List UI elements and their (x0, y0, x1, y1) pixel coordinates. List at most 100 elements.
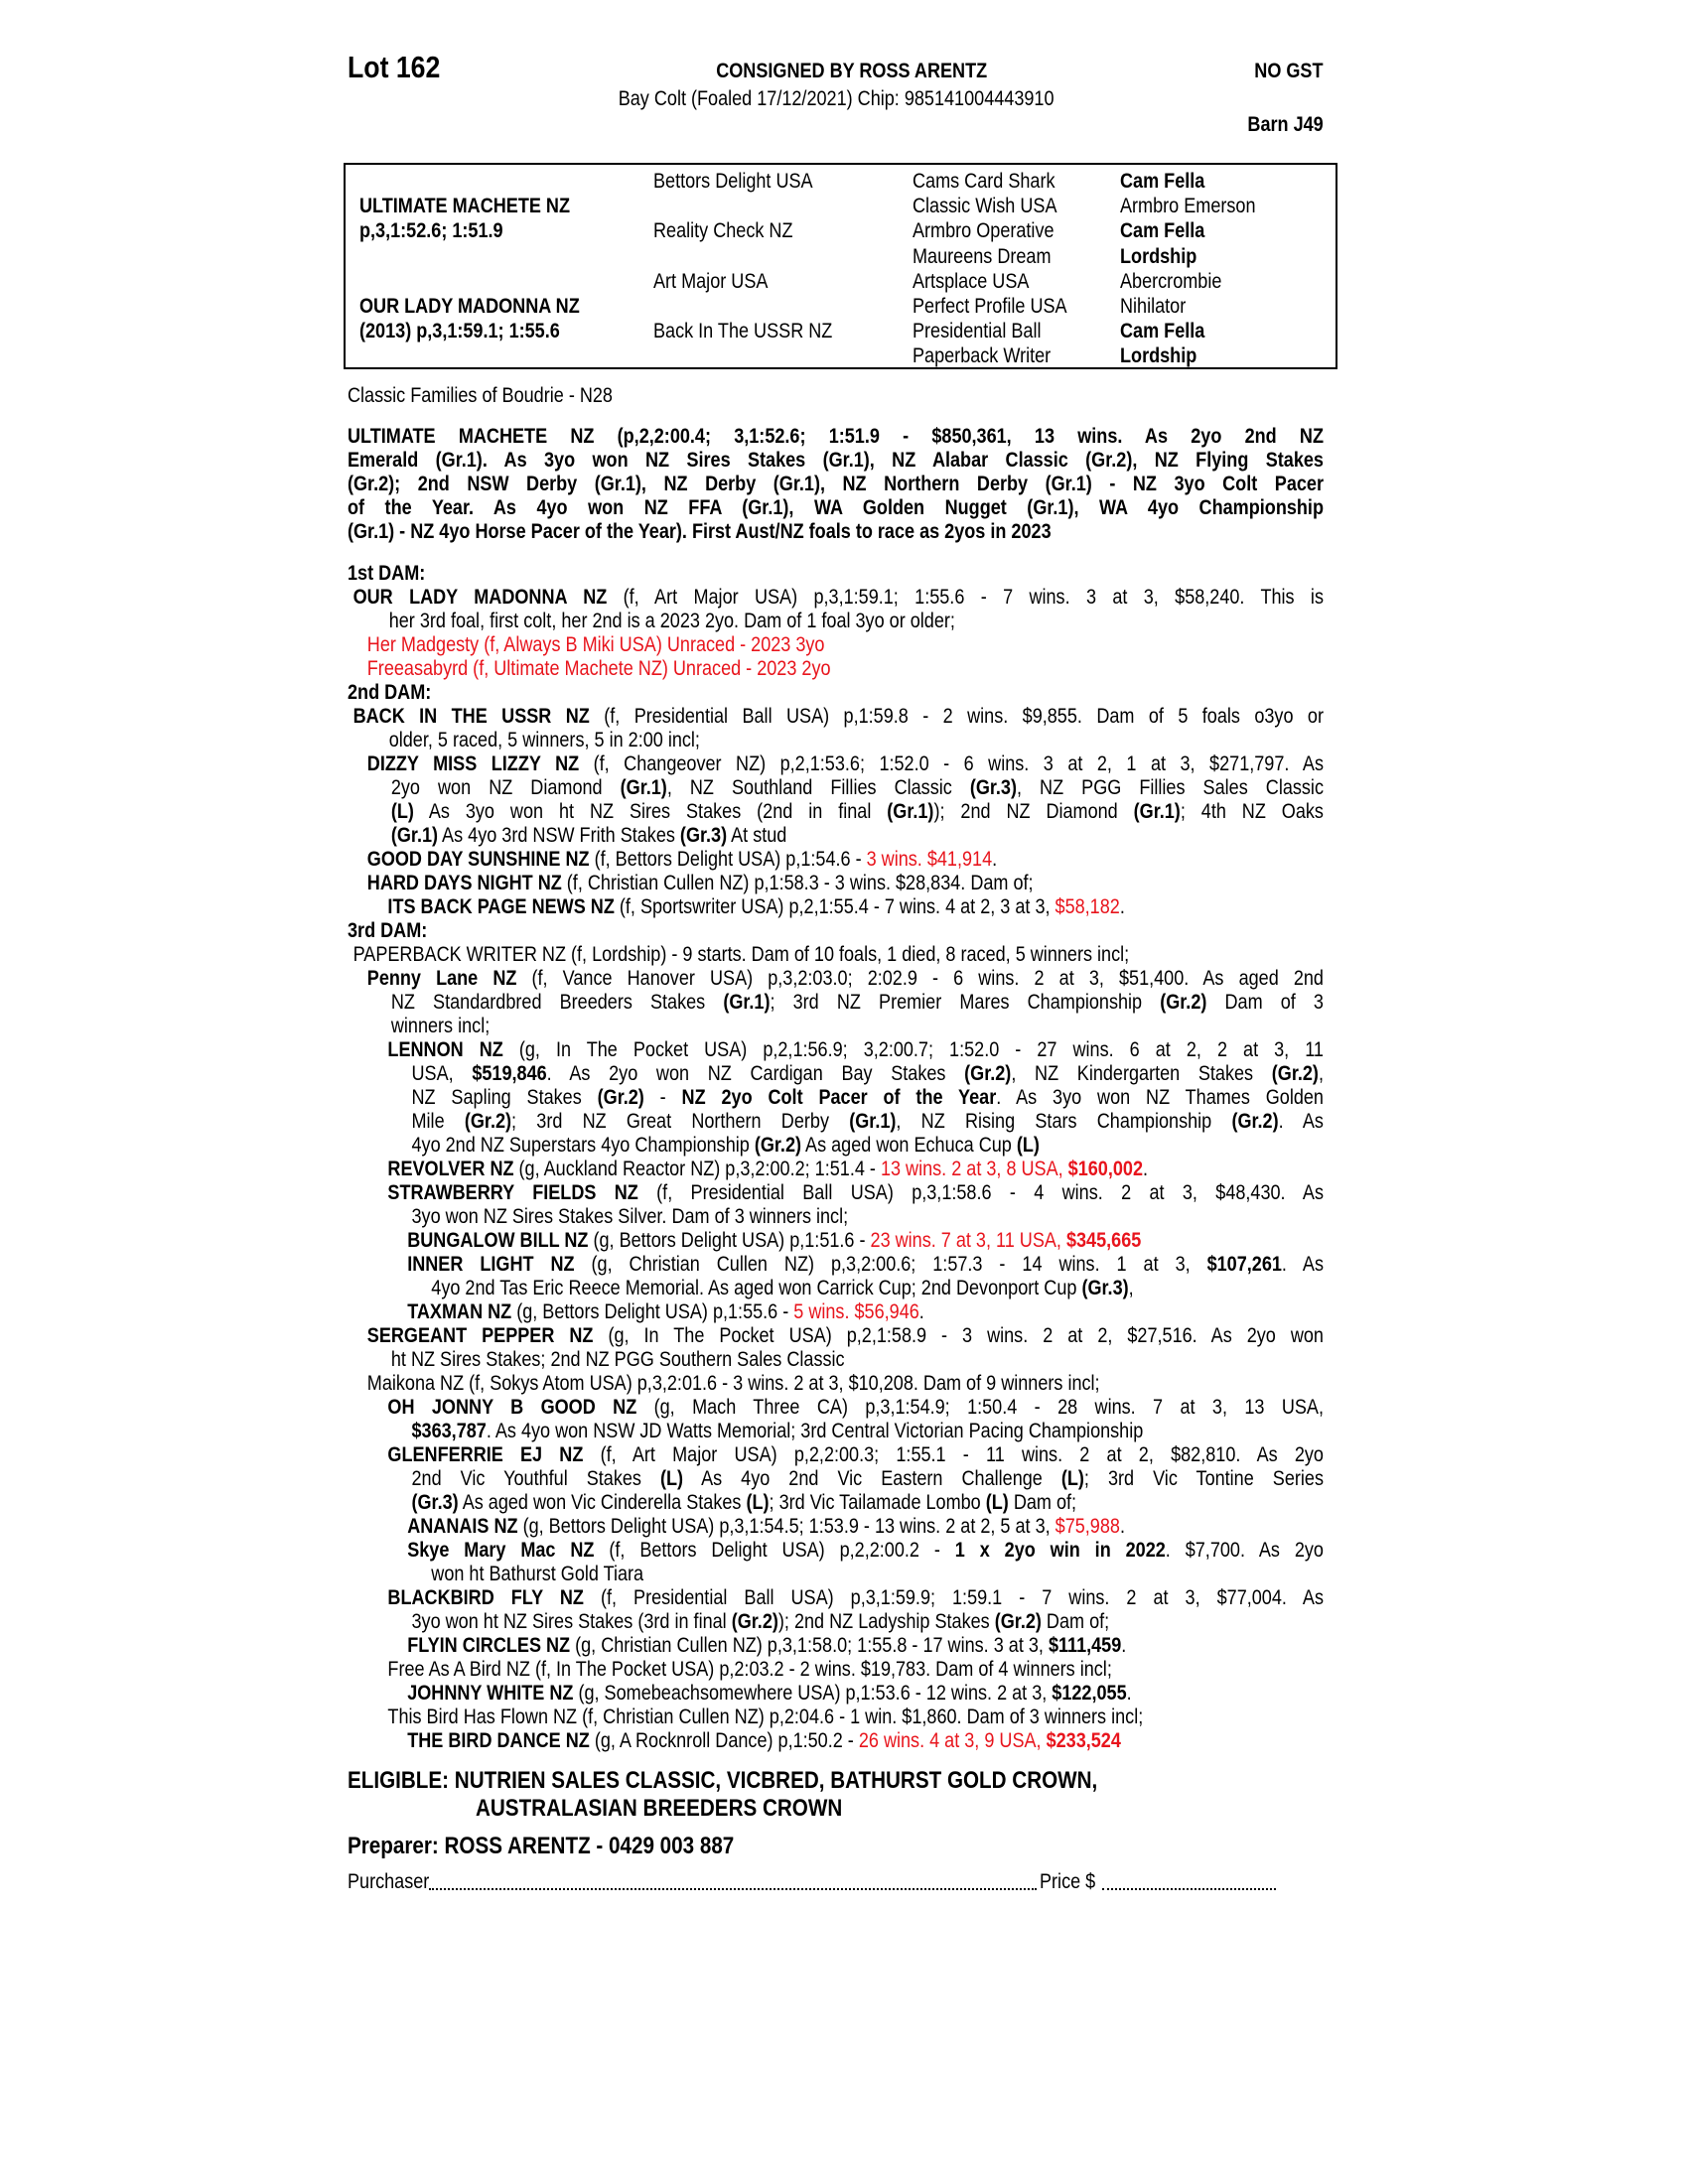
entry-line: (L) As 3yo won ht NZ Sires Stakes (2nd i… (348, 800, 1324, 824)
great-great-grandparent-text: Lordship (1120, 244, 1197, 268)
progeny-entry: STRAWBERRY FIELDS NZ (f, Presidential Ba… (348, 1181, 1324, 1229)
entry-text: (g, Auckland Reactor NZ) p,3,2:00.2; 1:5… (513, 1158, 881, 1180)
entry-text: (g, A Rocknroll Dance) p,1:50.2 - (589, 1729, 859, 1752)
entry-text: 3yo won NZ Sires Stakes Silver. Dam of 3… (411, 1205, 849, 1228)
sire-paragraph-line: (Gr.1) - NZ 4yo Horse Pacer of the Year)… (348, 520, 1052, 543)
entry-line: Skye Mary Mac NZ (f, Bettors Delight USA… (348, 1539, 1324, 1563)
entry-line: winners incl; (348, 1015, 1324, 1038)
great-great-grandparent: Lordship (1120, 343, 1209, 368)
entry-line: NZ Standardbred Breeders Stakes (Gr.1); … (348, 991, 1324, 1015)
barn-number: Barn J49 (1235, 113, 1324, 137)
entry-text: (Gr.2) (1231, 1110, 1279, 1133)
entry-text: . (992, 848, 998, 871)
entry-text: (g, Christian Cullen NZ) p,3,2:00.6; 1:5… (574, 1253, 1207, 1276)
great-grandparent: Artsplace USA (913, 269, 1049, 294)
progeny-entry: FLYIN CIRCLES NZ (g, Christian Cullen NZ… (348, 1634, 1324, 1658)
entry-text: 13 wins. 2 at 3, 8 USA, (880, 1158, 1068, 1180)
price-field[interactable] (1102, 1888, 1276, 1890)
progeny-entry: INNER LIGHT NZ (g, Christian Cullen NZ) … (348, 1253, 1324, 1300)
great-grandparent-text: Maureens Dream (913, 244, 1052, 268)
great-grandparent-text: Cams Card Shark (913, 170, 1055, 193)
dam-record: (2013) p,3,1:59.1; 1:55.6 (359, 319, 593, 343)
entry-text: ); 2nd NZ Ladyship Stakes (777, 1610, 995, 1633)
progeny-entry: PAPERBACK WRITER NZ (f, Lordship) - 9 st… (348, 943, 1324, 967)
entry-text: . As 4yo won NSW JD Watts Memorial; 3rd … (486, 1420, 1144, 1442)
eligible-line-1: NUTRIEN SALES CLASSIC, VICBRED, BATHURST… (454, 1767, 1098, 1794)
entry-text: (g, Mach Three CA) p,3,1:54.9; 1:50.4 - … (636, 1396, 1324, 1419)
great-great-grandparent-text: Cam Fella (1120, 320, 1205, 343)
entry-text: , NZ PGG Fillies Sales Classic (1016, 776, 1324, 799)
progeny-entry: BLACKBIRD FLY NZ (f, Presidential Ball U… (348, 1586, 1324, 1634)
progeny-entry: LENNON NZ (g, In The Pocket USA) p,2,1:5… (348, 1038, 1324, 1158)
horse-name: BACK IN THE USSR NZ (352, 705, 590, 728)
entry-text: (L) (985, 1491, 1009, 1514)
price-label: Price $ (1040, 1870, 1096, 1893)
eligibility: ELIGIBLE: NUTRIEN SALES CLASSIC, VICBRED… (348, 1767, 1219, 1823)
sire-name: ULTIMATE MACHETE NZ (359, 194, 605, 218)
barn-text: Barn J49 (1247, 113, 1324, 136)
gst-status: NO GST (1243, 60, 1324, 83)
purchaser-field[interactable] (429, 1888, 1037, 1890)
family-line: Classic Families of Boudrie - N28 (348, 384, 1324, 408)
entry-text: (Gr.1) (1133, 800, 1181, 823)
preparer-text: Preparer: ROSS ARENTZ - 0429 003 887 (348, 1833, 735, 1859)
dam-heading: 3rd DAM: (348, 919, 428, 942)
entry-text: (Gr.2) (1160, 991, 1207, 1014)
entry-line: PAPERBACK WRITER NZ (f, Lordship) - 9 st… (348, 943, 1324, 967)
dam-record-text: (2013) p,3,1:59.1; 1:55.6 (359, 320, 560, 343)
spacer (348, 408, 1324, 425)
entry-text: (g, In The Pocket USA) p,2,1:56.9; 3,2:0… (502, 1038, 1324, 1061)
entry-text: . As 2yo won NZ Cardigan Bay Stakes (546, 1062, 965, 1085)
entry-line: OUR LADY MADONNA NZ (f, Art Major USA) p… (348, 586, 1324, 610)
entry-line: STRAWBERRY FIELDS NZ (f, Presidential Ba… (348, 1181, 1324, 1205)
entry-text: $58,182 (1055, 895, 1120, 918)
great-grandparent-text: Presidential Ball (913, 320, 1042, 343)
sire-paragraph: ULTIMATE MACHETE NZ (p,2,2:00.4; 3,1:52.… (348, 425, 1324, 544)
progeny-entry: HARD DAYS NIGHT NZ (f, Christian Cullen … (348, 872, 1324, 895)
entry-text: , NZ Rising Stars Championship (896, 1110, 1232, 1133)
entry-text: . (1119, 1515, 1125, 1538)
great-grandparent-text: Perfect Profile USA (913, 295, 1067, 318)
entry-text: 2yo won NZ Diamond (390, 776, 621, 799)
entry-text: (Gr.3) (969, 776, 1017, 799)
entry-text: (g, Bettors Delight USA) p,1:55.6 - (511, 1300, 794, 1323)
entry-line: 2nd Vic Youthful Stakes (L) As 4yo 2nd V… (348, 1467, 1324, 1491)
great-grandparent-text: Armbro Operative (913, 219, 1055, 243)
entry-line: GLENFERRIE EJ NZ (f, Art Major USA) p,2,… (348, 1443, 1324, 1467)
grandparent-text: Bettors Delight USA (653, 170, 813, 193)
catalogue-body: Classic Families of Boudrie - N28 ULTIMAT… (348, 384, 1324, 1753)
grandparent-text: Art Major USA (653, 269, 769, 293)
entry-text: 3 wins. $41,914 (866, 848, 993, 871)
entry-text: ; 4th NZ Oaks (1180, 800, 1324, 823)
entry-text: Dam of 3 (1206, 991, 1324, 1014)
entry-line: BUNGALOW BILL NZ (g, Bettors Delight USA… (348, 1229, 1324, 1253)
entry-text: . As (1281, 1253, 1324, 1276)
entry-line: ANANAIS NZ (g, Bettors Delight USA) p,3,… (348, 1515, 1324, 1539)
entry-text: (Gr.2) (731, 1610, 778, 1633)
horse-name: ITS BACK PAGE NEWS NZ (387, 895, 615, 918)
entry-text: NZ Standardbred Breeders Stakes (390, 991, 724, 1014)
entry-line: THE BIRD DANCE NZ (g, A Rocknroll Dance)… (348, 1729, 1324, 1753)
consignor: CONSIGNED BY ROSS ARENTZ (554, 60, 1150, 83)
great-great-grandparent: Cam Fella (1120, 169, 1218, 194)
entry-text: (f, Christian Cullen NZ) p,1:58.3 - 3 wi… (561, 872, 1034, 894)
entry-line: TAXMAN NZ (g, Bettors Delight USA) p,1:5… (348, 1300, 1324, 1324)
horse-name: FLYIN CIRCLES NZ (407, 1634, 571, 1657)
dam-heading: 2nd DAM: (348, 681, 432, 704)
entry-text: , NZ Kindergarten Stakes (1011, 1062, 1272, 1085)
entry-text: At stud (727, 824, 787, 847)
entry-text: (Gr.2) (464, 1110, 512, 1133)
great-grandparent: Presidential Ball (913, 319, 1062, 343)
horse-name: GLENFERRIE EJ NZ (387, 1443, 584, 1466)
entry-text: her 3rd foal, first colt, her 2nd is a 2… (388, 610, 955, 632)
great-great-grandparent: Lordship (1120, 244, 1209, 269)
entry-line: OH JONNY B GOOD NZ (g, Mach Three CA) p,… (348, 1396, 1324, 1420)
progeny-entry: Free As A Bird NZ (f, In The Pocket USA)… (348, 1658, 1324, 1682)
horse-name: BLACKBIRD FLY NZ (387, 1586, 584, 1609)
entry-text: (Gr.3) (1081, 1277, 1129, 1299)
grandparent: Art Major USA (653, 269, 786, 294)
great-great-grandparent-text: Abercrombie (1120, 269, 1222, 293)
dam-name-text: OUR LADY MADONNA NZ (359, 295, 580, 318)
grandparent-text: Back In The USSR NZ (653, 320, 833, 343)
great-great-grandparent: Cam Fella (1120, 218, 1218, 243)
